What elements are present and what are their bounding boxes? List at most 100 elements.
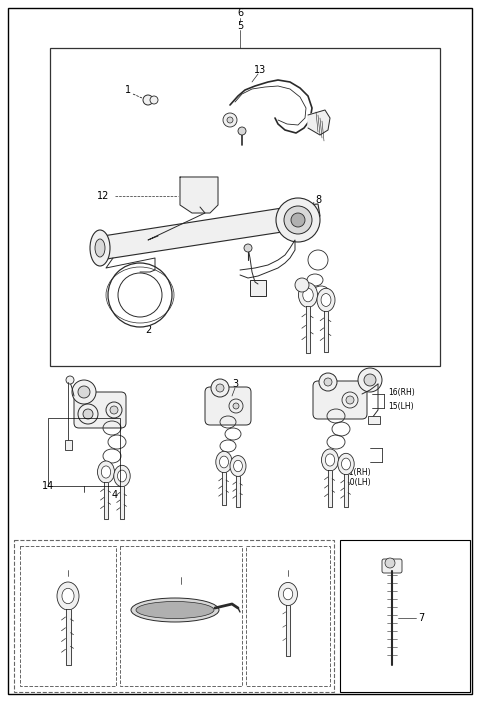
Circle shape [244,244,252,252]
Ellipse shape [230,456,246,477]
Ellipse shape [234,461,242,472]
Bar [65,440,72,450]
Circle shape [295,278,309,292]
Circle shape [78,404,98,424]
Ellipse shape [101,466,111,478]
Text: 3: 3 [232,379,238,389]
Circle shape [216,384,224,392]
Ellipse shape [325,454,335,466]
Ellipse shape [131,598,219,622]
Bar [14,540,334,692]
Polygon shape [180,177,218,213]
Circle shape [291,213,305,227]
Ellipse shape [136,602,214,618]
Polygon shape [120,486,124,519]
Circle shape [227,117,233,123]
Bar [48,418,120,486]
Circle shape [211,379,229,397]
Ellipse shape [283,588,293,600]
Text: 18: 18 [175,567,187,577]
Bar [50,48,440,366]
Text: 5: 5 [237,21,243,31]
Text: 2: 2 [145,325,151,335]
Polygon shape [344,474,348,508]
Bar [246,546,330,686]
Polygon shape [308,110,330,135]
Text: 12: 12 [97,191,109,201]
Ellipse shape [303,289,313,302]
Ellipse shape [57,582,79,610]
Circle shape [342,392,358,408]
Circle shape [78,386,90,398]
Text: (REMOTE KEY): (REMOTE KEY) [125,550,187,559]
Circle shape [284,206,312,234]
Ellipse shape [278,583,298,606]
Circle shape [233,403,239,409]
Polygon shape [236,475,240,507]
Circle shape [72,380,96,404]
Text: 13: 13 [254,65,266,75]
Polygon shape [324,311,328,352]
Text: 7: 7 [418,613,424,623]
Text: 1: 1 [125,85,131,95]
FancyBboxPatch shape [382,559,402,573]
Text: 11(RH): 11(RH) [345,468,372,477]
Ellipse shape [341,458,350,470]
Polygon shape [306,306,311,353]
Ellipse shape [322,449,338,471]
Ellipse shape [216,451,232,472]
FancyBboxPatch shape [74,392,126,428]
Polygon shape [104,482,108,519]
Circle shape [276,198,320,242]
Ellipse shape [62,588,74,604]
Bar [20,546,116,686]
Ellipse shape [299,283,317,307]
Ellipse shape [90,230,110,266]
Text: 15(LH): 15(LH) [388,402,414,411]
Circle shape [238,127,246,135]
Ellipse shape [95,239,105,257]
Ellipse shape [219,456,228,468]
Text: 4: 4 [112,490,118,500]
Circle shape [358,368,382,392]
Ellipse shape [338,453,354,475]
Text: 14: 14 [42,481,54,491]
Polygon shape [286,604,290,656]
Ellipse shape [114,465,130,486]
Polygon shape [222,472,226,505]
Text: 17: 17 [62,560,74,570]
Ellipse shape [118,470,127,482]
Circle shape [106,402,122,418]
Circle shape [108,263,172,327]
Text: 10(LH): 10(LH) [345,477,371,486]
Circle shape [66,376,74,384]
Circle shape [319,373,337,391]
Circle shape [223,113,237,127]
Circle shape [229,399,243,413]
FancyBboxPatch shape [205,387,251,425]
Polygon shape [65,609,71,665]
Ellipse shape [317,289,335,312]
Text: (BLANK KEY): (BLANK KEY) [24,550,79,559]
Bar [340,540,470,692]
FancyBboxPatch shape [313,381,367,419]
Text: 6: 6 [237,8,243,18]
Text: 16(RH): 16(RH) [388,388,415,397]
Circle shape [346,396,354,404]
Circle shape [143,95,153,105]
Ellipse shape [321,293,331,307]
Text: 9: 9 [285,560,291,570]
Circle shape [150,96,158,104]
Circle shape [110,406,118,414]
Bar [368,416,380,424]
Circle shape [364,374,376,386]
Polygon shape [328,470,332,507]
Bar [250,280,266,296]
Bar [120,546,242,686]
Text: (SUB KEY): (SUB KEY) [250,550,293,559]
Circle shape [385,558,395,568]
Ellipse shape [97,461,115,483]
Circle shape [83,409,93,419]
Circle shape [324,378,332,386]
Text: 8: 8 [315,195,321,205]
